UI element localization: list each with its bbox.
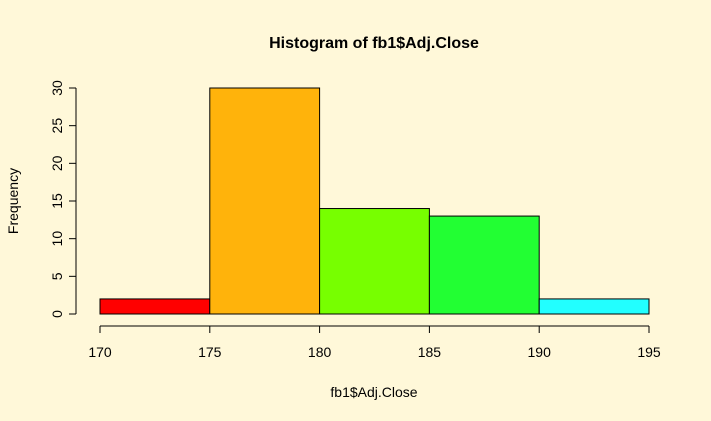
histogram-bar-3 (428, 215, 540, 315)
y-axis-label: Frequency (5, 168, 21, 234)
histogram-bar-4 (538, 298, 650, 315)
x-tick-label-4: 190 (528, 344, 552, 360)
histogram-bar-2 (319, 208, 430, 315)
y-tick-label-2: 10 (49, 231, 65, 247)
y-tick-label-5: 25 (49, 118, 65, 134)
y-axis: 0 5 10 15 20 25 30 (49, 80, 77, 318)
bars-group (99, 87, 650, 315)
x-tick-label-2: 180 (308, 344, 332, 360)
y-tick-label-6: 30 (49, 80, 65, 96)
y-tick-label-3: 15 (49, 193, 65, 209)
x-tick-label-3: 185 (418, 344, 442, 360)
y-tick-label-0: 0 (49, 310, 65, 318)
histogram-bar-1 (209, 87, 321, 315)
x-tick-label-0: 170 (88, 344, 112, 360)
y-tick-label-1: 5 (49, 272, 65, 280)
x-tick-label-5: 195 (637, 344, 661, 360)
x-axis: 170 175 180 185 190 195 (88, 325, 661, 360)
chart-title: Histogram of fb1$Adj.Close (269, 35, 479, 52)
histogram-bar-0 (99, 298, 211, 315)
y-tick-label-4: 20 (49, 155, 65, 171)
x-tick-label-1: 175 (198, 344, 222, 360)
x-axis-label: fb1$Adj.Close (330, 384, 417, 400)
